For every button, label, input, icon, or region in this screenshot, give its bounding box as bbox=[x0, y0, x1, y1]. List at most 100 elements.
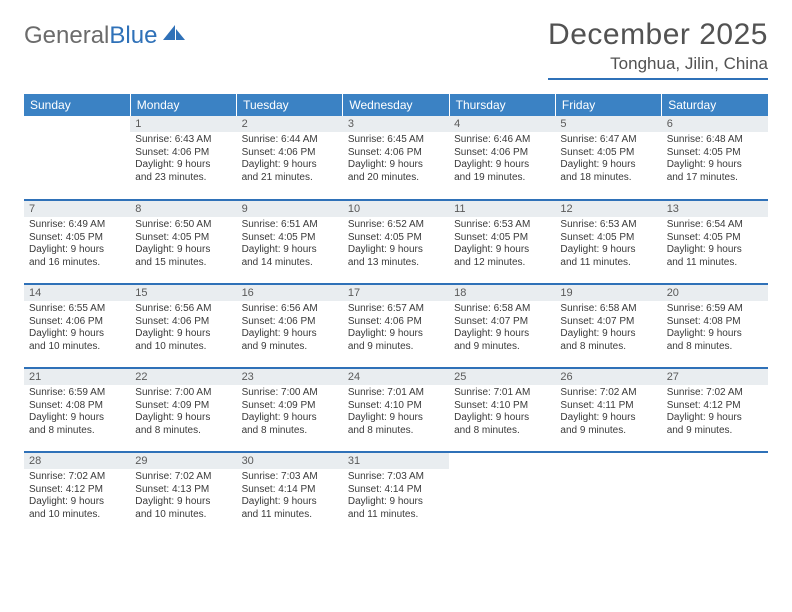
weekday-header: Thursday bbox=[449, 94, 555, 116]
day-text-line: and 8 minutes. bbox=[560, 341, 656, 354]
day-text-line: Sunset: 4:12 PM bbox=[667, 400, 763, 413]
day-text-line: and 13 minutes. bbox=[348, 257, 444, 270]
day-text-line: Sunrise: 7:03 AM bbox=[242, 471, 338, 484]
day-text-line: Sunrise: 6:46 AM bbox=[454, 134, 550, 147]
day-text-line: Sunset: 4:06 PM bbox=[135, 147, 231, 160]
day-text-line: and 18 minutes. bbox=[560, 172, 656, 185]
day-text: Sunrise: 7:01 AMSunset: 4:10 PMDaylight:… bbox=[343, 385, 449, 441]
day-text-line: Sunrise: 6:54 AM bbox=[667, 219, 763, 232]
day-text-line: Daylight: 9 hours bbox=[667, 328, 763, 341]
logo: GeneralBlue bbox=[24, 18, 187, 48]
calendar-table: Sunday Monday Tuesday Wednesday Thursday… bbox=[24, 94, 768, 536]
day-text-line: Sunrise: 6:59 AM bbox=[29, 387, 125, 400]
day-text-line: and 23 minutes. bbox=[135, 172, 231, 185]
day-text-line: Sunset: 4:05 PM bbox=[454, 232, 550, 245]
day-text: Sunrise: 6:43 AMSunset: 4:06 PMDaylight:… bbox=[130, 132, 236, 188]
day-text: Sunrise: 6:53 AMSunset: 4:05 PMDaylight:… bbox=[555, 217, 661, 273]
day-text-line: Sunrise: 6:56 AM bbox=[135, 303, 231, 316]
day-text-line: and 11 minutes. bbox=[667, 257, 763, 270]
day-text-line: Sunset: 4:05 PM bbox=[560, 232, 656, 245]
day-text: Sunrise: 6:52 AMSunset: 4:05 PMDaylight:… bbox=[343, 217, 449, 273]
calendar-day-cell: 14Sunrise: 6:55 AMSunset: 4:06 PMDayligh… bbox=[24, 284, 130, 368]
day-text-line: Sunset: 4:09 PM bbox=[135, 400, 231, 413]
calendar-day-cell: 28Sunrise: 7:02 AMSunset: 4:12 PMDayligh… bbox=[24, 452, 130, 536]
day-text-line: and 21 minutes. bbox=[242, 172, 338, 185]
day-text-line: and 10 minutes. bbox=[135, 341, 231, 354]
calendar-week-row: 7Sunrise: 6:49 AMSunset: 4:05 PMDaylight… bbox=[24, 200, 768, 284]
calendar-day-cell: 13Sunrise: 6:54 AMSunset: 4:05 PMDayligh… bbox=[662, 200, 768, 284]
day-text-line: Sunrise: 7:00 AM bbox=[135, 387, 231, 400]
day-text-line: Sunset: 4:05 PM bbox=[135, 232, 231, 245]
calendar-day-cell: 1Sunrise: 6:43 AMSunset: 4:06 PMDaylight… bbox=[130, 116, 236, 200]
day-text-line: and 11 minutes. bbox=[242, 509, 338, 522]
day-text: Sunrise: 6:59 AMSunset: 4:08 PMDaylight:… bbox=[24, 385, 130, 441]
day-text-line: and 10 minutes. bbox=[135, 509, 231, 522]
day-text-line: Daylight: 9 hours bbox=[560, 328, 656, 341]
day-text-line: and 9 minutes. bbox=[242, 341, 338, 354]
day-text-line: Daylight: 9 hours bbox=[242, 412, 338, 425]
day-text-line: and 8 minutes. bbox=[667, 341, 763, 354]
day-text-line: and 17 minutes. bbox=[667, 172, 763, 185]
day-text-line: Sunset: 4:08 PM bbox=[667, 316, 763, 329]
day-number: 30 bbox=[237, 453, 343, 469]
day-text: Sunrise: 6:47 AMSunset: 4:05 PMDaylight:… bbox=[555, 132, 661, 188]
calendar-day-cell: 26Sunrise: 7:02 AMSunset: 4:11 PMDayligh… bbox=[555, 368, 661, 452]
day-text-line: Daylight: 9 hours bbox=[667, 412, 763, 425]
day-number: 8 bbox=[130, 201, 236, 217]
day-text-line: Daylight: 9 hours bbox=[348, 412, 444, 425]
weekday-header: Tuesday bbox=[237, 94, 343, 116]
day-text-line: Daylight: 9 hours bbox=[135, 244, 231, 257]
day-number: 22 bbox=[130, 369, 236, 385]
day-text: Sunrise: 6:56 AMSunset: 4:06 PMDaylight:… bbox=[130, 301, 236, 357]
day-text-line: and 15 minutes. bbox=[135, 257, 231, 270]
day-text-line: and 11 minutes. bbox=[560, 257, 656, 270]
day-text-line: Sunrise: 7:01 AM bbox=[454, 387, 550, 400]
day-text-line: Daylight: 9 hours bbox=[454, 328, 550, 341]
calendar-day-cell: 12Sunrise: 6:53 AMSunset: 4:05 PMDayligh… bbox=[555, 200, 661, 284]
day-text bbox=[449, 469, 555, 475]
calendar-day-cell: 17Sunrise: 6:57 AMSunset: 4:06 PMDayligh… bbox=[343, 284, 449, 368]
day-text-line: Sunset: 4:05 PM bbox=[667, 147, 763, 160]
day-text-line: Sunrise: 6:57 AM bbox=[348, 303, 444, 316]
day-text-line: Daylight: 9 hours bbox=[348, 328, 444, 341]
calendar-day-cell: 29Sunrise: 7:02 AMSunset: 4:13 PMDayligh… bbox=[130, 452, 236, 536]
calendar-week-row: 1Sunrise: 6:43 AMSunset: 4:06 PMDaylight… bbox=[24, 116, 768, 200]
day-text-line: Sunset: 4:09 PM bbox=[242, 400, 338, 413]
day-text-line: and 8 minutes. bbox=[135, 425, 231, 438]
day-text-line: Sunset: 4:12 PM bbox=[29, 484, 125, 497]
day-text bbox=[662, 469, 768, 475]
calendar-day-cell: 11Sunrise: 6:53 AMSunset: 4:05 PMDayligh… bbox=[449, 200, 555, 284]
day-text-line: and 10 minutes. bbox=[29, 341, 125, 354]
day-text-line: Sunrise: 6:58 AM bbox=[454, 303, 550, 316]
day-number: 2 bbox=[237, 116, 343, 132]
day-number: 20 bbox=[662, 285, 768, 301]
day-text: Sunrise: 6:58 AMSunset: 4:07 PMDaylight:… bbox=[555, 301, 661, 357]
day-text-line: and 8 minutes. bbox=[242, 425, 338, 438]
day-text-line: Daylight: 9 hours bbox=[135, 412, 231, 425]
day-text-line: Sunrise: 6:53 AM bbox=[560, 219, 656, 232]
calendar-day-cell: 15Sunrise: 6:56 AMSunset: 4:06 PMDayligh… bbox=[130, 284, 236, 368]
day-text bbox=[24, 132, 130, 138]
day-text-line: Sunrise: 6:59 AM bbox=[667, 303, 763, 316]
day-text-line: Sunrise: 6:50 AM bbox=[135, 219, 231, 232]
day-number: 24 bbox=[343, 369, 449, 385]
day-number: 21 bbox=[24, 369, 130, 385]
day-number: 3 bbox=[343, 116, 449, 132]
day-number: 13 bbox=[662, 201, 768, 217]
day-text-line: Daylight: 9 hours bbox=[348, 496, 444, 509]
day-text-line: Sunset: 4:13 PM bbox=[135, 484, 231, 497]
day-text-line: Sunrise: 7:02 AM bbox=[29, 471, 125, 484]
day-text-line: and 10 minutes. bbox=[29, 509, 125, 522]
calendar-week-row: 14Sunrise: 6:55 AMSunset: 4:06 PMDayligh… bbox=[24, 284, 768, 368]
day-text-line: Sunset: 4:05 PM bbox=[242, 232, 338, 245]
day-text-line: Sunset: 4:05 PM bbox=[560, 147, 656, 160]
calendar-day-cell bbox=[662, 452, 768, 536]
day-text-line: Sunrise: 7:02 AM bbox=[560, 387, 656, 400]
weekday-header: Wednesday bbox=[343, 94, 449, 116]
day-number: 14 bbox=[24, 285, 130, 301]
sail-icon bbox=[157, 24, 187, 48]
day-text-line: Daylight: 9 hours bbox=[29, 412, 125, 425]
day-text: Sunrise: 6:54 AMSunset: 4:05 PMDaylight:… bbox=[662, 217, 768, 273]
day-text-line: Sunset: 4:10 PM bbox=[454, 400, 550, 413]
calendar-week-row: 28Sunrise: 7:02 AMSunset: 4:12 PMDayligh… bbox=[24, 452, 768, 536]
